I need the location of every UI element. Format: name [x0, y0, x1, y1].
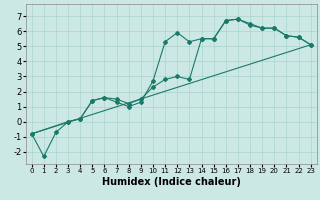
X-axis label: Humidex (Indice chaleur): Humidex (Indice chaleur) [102, 177, 241, 187]
